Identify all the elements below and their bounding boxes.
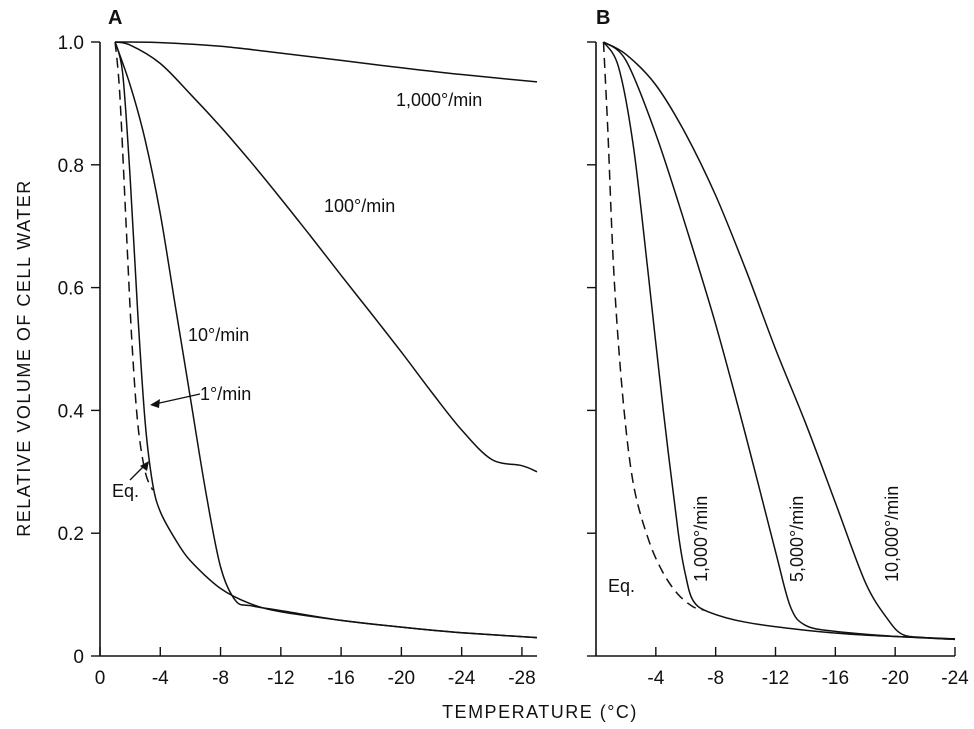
series-line-a-4 <box>114 41 154 491</box>
panel-a-axes <box>99 42 537 657</box>
y-axis-title: RELATIVE VOLUME OF CELL WATER <box>14 179 34 537</box>
y-tick-label: 0 <box>73 647 84 668</box>
series-line-b-1 <box>602 41 956 640</box>
x-tick-label: -28 <box>508 668 535 689</box>
panel-b-curves <box>602 41 956 641</box>
series-line-a-3 <box>114 41 538 639</box>
label-a-eq: Eq. <box>112 481 139 501</box>
x-tick-label: -24 <box>448 668 476 689</box>
label-b-5000: 5,000°/min <box>787 496 807 582</box>
label-b-1000: 1,000°/min <box>691 496 711 582</box>
x-tick-label: -8 <box>707 668 724 689</box>
x-tick-label: -12 <box>267 668 294 689</box>
x-tick-label: -12 <box>762 668 789 689</box>
series-line-b-2 <box>603 41 956 641</box>
panel-a-label: A <box>108 7 122 29</box>
series-line-a-0 <box>115 41 538 83</box>
panel-b-label: B <box>596 7 610 29</box>
x-tick-label: -24 <box>941 668 969 689</box>
series-line-b-3 <box>603 41 956 641</box>
panel-a: 0 -4 -8 -12 -16 -20 -24 -28 0 0.2 0.4 0.6 0.8 1.0 A 1… <box>58 7 538 689</box>
x-tick-label: 0 <box>95 668 106 689</box>
y-tick-label: 0.6 <box>58 279 84 300</box>
label-b-10000: 10,000°/min <box>882 486 902 582</box>
series-line-a-2 <box>114 41 538 639</box>
panel-a-curves <box>114 41 538 639</box>
arrow-a-eq <box>129 461 149 481</box>
x-tick-label: -8 <box>212 668 229 689</box>
x-tick-label: -20 <box>881 668 908 689</box>
x-tick-label: -16 <box>327 668 354 689</box>
label-a-1000: 1,000°/min <box>396 90 482 110</box>
y-tick-label: 0.2 <box>58 524 84 545</box>
y-tick-label: 0.4 <box>58 401 85 422</box>
panel-b-ticks: -4 -8 -12 -16 -20 -24 <box>587 41 969 689</box>
label-a-100: 100°/min <box>324 196 395 216</box>
label-a-10: 10°/min <box>188 325 249 345</box>
series-line-b-0 <box>602 41 704 611</box>
x-tick-label: -16 <box>822 668 849 689</box>
label-b-eq: Eq. <box>608 576 635 596</box>
x-axis-title: TEMPERATURE (°C) <box>442 702 638 722</box>
series-line-a-1 <box>114 41 538 473</box>
label-a-1: 1°/min <box>200 384 251 404</box>
x-tick-label: -4 <box>152 668 169 689</box>
y-tick-label: 0.8 <box>58 156 84 177</box>
y-tick-label: 1.0 <box>58 33 84 54</box>
x-tick-label: -20 <box>388 668 415 689</box>
panel-b: -4 -8 -12 -16 -20 -24 B Eq. 1,000°/min 5,000°… <box>587 7 969 689</box>
x-tick-label: -4 <box>647 668 664 689</box>
panel-a-ticks: 0 -4 -8 -12 -16 -20 -24 -28 0 0.2 0.4 0.6 0.8 1.0 <box>58 33 536 689</box>
arrow-a-1 <box>150 393 201 408</box>
